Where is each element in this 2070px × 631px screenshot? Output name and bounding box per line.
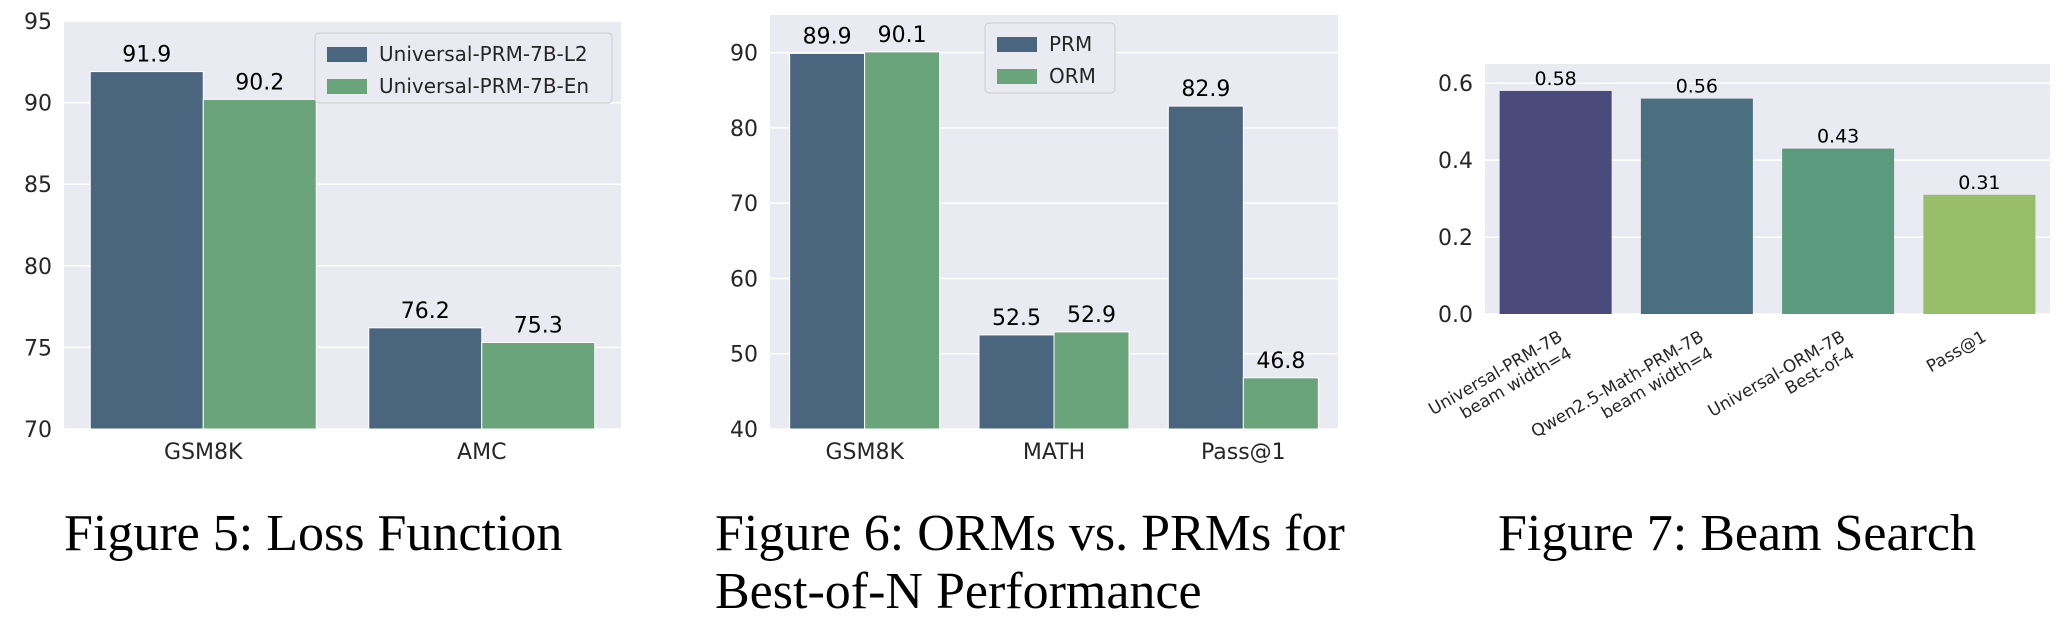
data-label: 90.1 <box>878 23 927 48</box>
legend-swatch <box>997 37 1037 52</box>
figure-7-caption: Figure 7: Beam Search <box>1498 505 1976 562</box>
x-tick-label: GSM8K <box>164 440 243 465</box>
y-tick-label: 80 <box>730 117 758 142</box>
data-label: 75.3 <box>514 314 563 339</box>
data-label: 82.9 <box>1181 77 1230 102</box>
bar <box>1167 105 1244 430</box>
data-label: 91.9 <box>122 43 171 68</box>
y-tick-label: 90 <box>730 42 758 67</box>
bar <box>1640 98 1753 314</box>
figure-6-caption: Figure 6: ORMs vs. PRMs for Best-of-N Pe… <box>715 505 1345 620</box>
figure-6: 40 50 60 70 80 90 GSM8K 89.9 90.1 MATH 52.5 52.9 Pas… <box>700 0 1360 631</box>
y-tick-label: 40 <box>730 418 758 443</box>
chart-orm-vs-prm: 40 50 60 70 80 90 GSM8K 89.9 90.1 MATH 52.5 52.9 Pas… <box>730 15 1338 465</box>
legend-box <box>314 32 613 104</box>
y-tick-label: 80 <box>24 255 52 280</box>
y-tick-label: 70 <box>730 192 758 217</box>
bar <box>1923 194 2036 314</box>
legend-swatch <box>327 47 367 62</box>
data-label: 89.9 <box>803 24 852 49</box>
bar <box>89 71 204 430</box>
data-label: 90.2 <box>235 70 284 95</box>
y-tick-label: 50 <box>730 343 758 368</box>
figure-5: 70 75 80 85 90 95 GSM8K 91.9 90.2 AMC 76.2 75.3 Univ… <box>0 0 640 631</box>
x-tick-label: GSM8K <box>825 440 904 465</box>
data-label: 52.9 <box>1067 303 1116 328</box>
data-label: 46.8 <box>1256 349 1305 374</box>
chart-loss-function: 70 75 80 85 90 95 GSM8K 91.9 90.2 AMC 76.2 75.3 Univ… <box>24 10 621 465</box>
legend-label: Universal-PRM-7B-L2 <box>379 42 588 66</box>
bar <box>481 342 596 430</box>
bar <box>368 327 483 430</box>
y-tick-label: 0.2 <box>1438 226 1473 251</box>
bar <box>864 51 941 430</box>
y-tick-label: 75 <box>24 336 52 361</box>
y-tick-label: 90 <box>24 92 52 117</box>
data-label: 52.5 <box>992 306 1041 331</box>
y-tick-label: 0.4 <box>1438 149 1473 174</box>
legend-swatch <box>327 79 367 94</box>
data-label: 0.56 <box>1676 76 1718 98</box>
y-tick-label: 60 <box>730 267 758 292</box>
x-tick-line: Pass@1 <box>1923 327 1990 377</box>
data-label: 0.31 <box>1958 172 2000 194</box>
y-tick-label: 0.0 <box>1438 303 1473 328</box>
bar <box>202 98 317 430</box>
legend-label: Universal-PRM-7B-En <box>379 74 589 98</box>
bar <box>978 334 1055 430</box>
legend-swatch <box>997 69 1037 84</box>
y-tick-label: 95 <box>24 10 52 35</box>
bar <box>1053 331 1130 430</box>
figure-5-caption: Figure 5: Loss Function <box>64 505 563 562</box>
y-tick-label: 85 <box>24 173 52 198</box>
y-tick-label: 0.6 <box>1438 72 1473 97</box>
data-label: 76.2 <box>401 299 450 324</box>
bar <box>1782 148 1895 314</box>
x-tick-label: Pass@1 <box>1923 327 1990 377</box>
bar <box>789 52 866 430</box>
x-tick-label: AMC <box>457 440 506 465</box>
x-tick-label: Pass@1 <box>1201 440 1286 465</box>
data-label: 0.58 <box>1534 68 1576 90</box>
bar <box>1499 90 1612 314</box>
legend-label: PRM <box>1049 32 1092 56</box>
x-tick-label: MATH <box>1023 440 1085 465</box>
legend-label: ORM <box>1049 64 1096 88</box>
bar <box>1242 377 1319 430</box>
figure-7: 0.0 0.2 0.4 0.6 0.58 Universal-PRM-7B beam wid… <box>1420 0 2070 631</box>
y-tick-label: 70 <box>24 418 52 443</box>
data-label: 0.43 <box>1817 126 1859 148</box>
